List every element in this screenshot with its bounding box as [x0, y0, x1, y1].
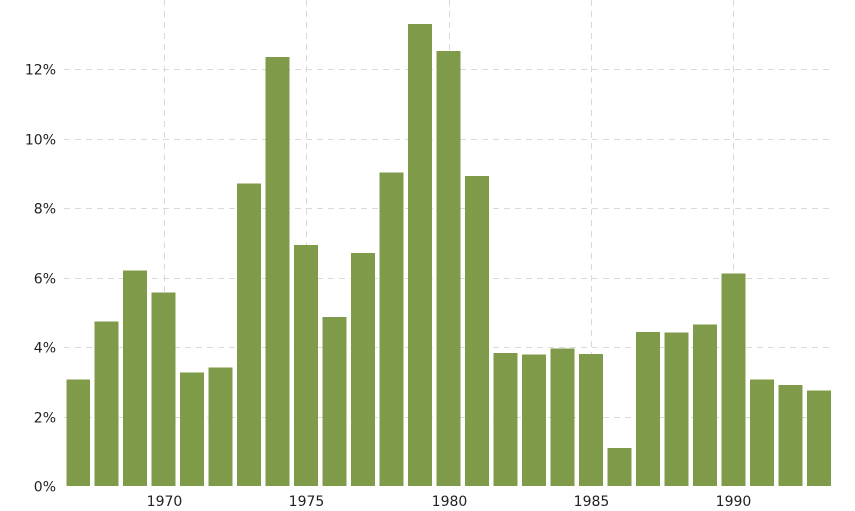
bar-1974 — [265, 57, 290, 486]
bar-1983 — [521, 354, 546, 486]
bar-1989 — [692, 324, 717, 486]
y-tick-label: 6% — [34, 272, 56, 288]
bar-1985 — [578, 353, 603, 486]
y-axis-ticks: 0% 2% 4% 6% 8% 10% 12% — [25, 63, 56, 496]
bars — [66, 24, 831, 487]
y-tick-label: 10% — [25, 133, 56, 149]
bar-1968 — [94, 321, 119, 486]
bar-1984 — [550, 348, 575, 486]
x-axis-ticks: 1970 1975 1980 1985 1990 — [147, 494, 752, 510]
bar-1992 — [778, 385, 803, 486]
bar-1975 — [294, 244, 319, 486]
y-tick-label: 12% — [25, 63, 56, 79]
x-tick-label: 1975 — [289, 494, 325, 510]
bar-1977 — [351, 253, 376, 486]
bar-1978 — [379, 172, 404, 486]
bar-1967 — [66, 379, 91, 486]
bar-1971 — [180, 372, 205, 486]
bar-1979 — [408, 24, 433, 486]
bar-1990 — [721, 273, 746, 486]
bar-1980 — [436, 50, 461, 487]
x-tick-label: 1990 — [716, 494, 752, 510]
x-tick-label: 1985 — [574, 494, 610, 510]
y-tick-label: 0% — [34, 480, 56, 496]
bar-1993 — [806, 390, 831, 486]
x-tick-label: 1980 — [432, 494, 468, 510]
bar-1987 — [635, 332, 660, 486]
y-tick-label: 8% — [34, 202, 56, 218]
bar-1976 — [322, 317, 347, 486]
bar-1991 — [749, 379, 774, 486]
bar-1972 — [208, 367, 233, 486]
bar-1970 — [151, 292, 176, 486]
bar-1988 — [664, 332, 689, 486]
bar-1981 — [464, 176, 489, 486]
y-tick-label: 4% — [34, 341, 56, 357]
bar-1986 — [607, 447, 632, 486]
y-tick-label: 2% — [34, 411, 56, 427]
x-tick-label: 1970 — [147, 494, 183, 510]
bar-1973 — [237, 183, 262, 486]
bar-1969 — [123, 270, 148, 486]
bar-1982 — [493, 352, 518, 486]
